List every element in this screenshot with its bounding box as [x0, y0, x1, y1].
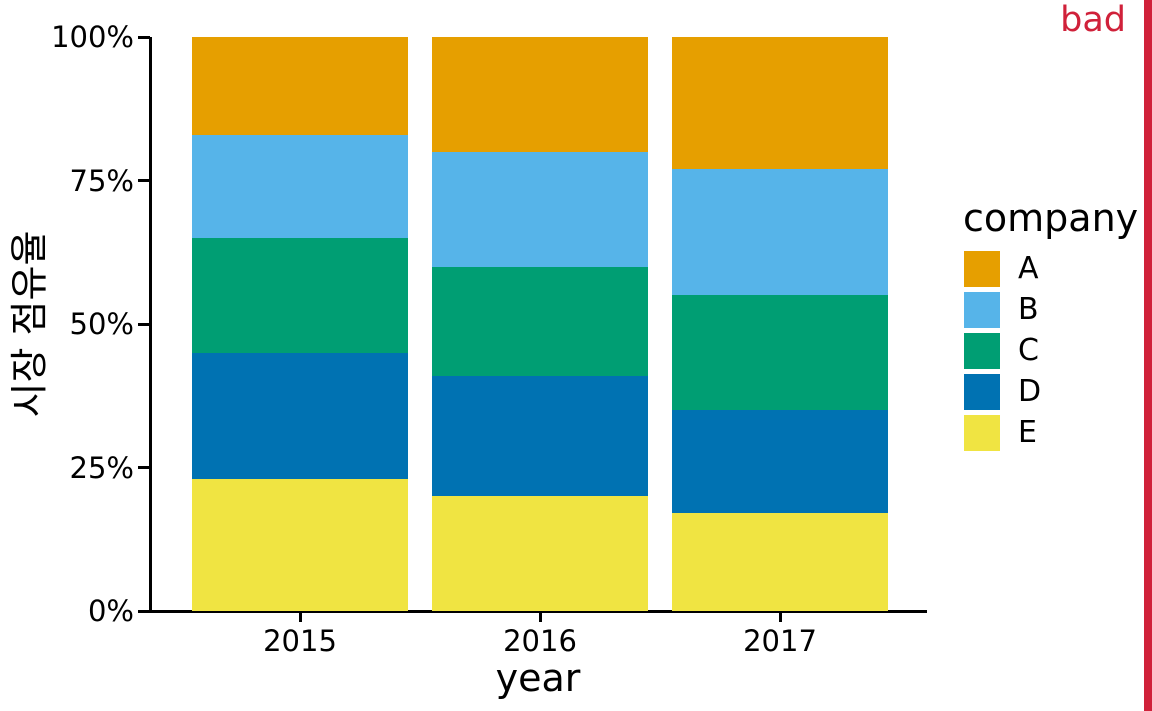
y-tick-label: 0% [87, 594, 134, 628]
y-tick-label: 50% [69, 307, 134, 341]
legend-label-C: C [1018, 333, 1039, 368]
y-tick-mark [138, 609, 150, 613]
stamp-sidebar [1144, 0, 1152, 711]
bar-2017-segment-E [672, 513, 888, 611]
y-tick-label: 25% [69, 450, 134, 485]
legend-swatch-B [964, 292, 1000, 328]
bar-2015-segment-B [192, 134, 408, 238]
y-tick-mark [138, 35, 150, 39]
legend-label-E: E [1018, 415, 1037, 450]
legend-label-B: B [1018, 292, 1039, 327]
y-tick-label: 75% [69, 163, 134, 198]
bar-2015-segment-D [192, 352, 408, 479]
legend-swatch-A [964, 251, 1000, 287]
y-tick-label: 100% [51, 20, 134, 54]
x-tick-label: 2016 [503, 624, 577, 658]
bar-2016-segment-C [432, 266, 648, 376]
y-axis-line [149, 37, 152, 613]
bar-2017-segment-B [672, 169, 888, 296]
bar-2017-segment-D [672, 410, 888, 514]
bar-2015-segment-C [192, 237, 408, 353]
x-axis-line [149, 610, 927, 613]
y-tick-mark [138, 466, 150, 469]
bar-2016-segment-A [432, 37, 648, 152]
bar-2015-segment-E [192, 478, 408, 611]
legend-swatch-C [964, 333, 1000, 369]
x-tick-label: 2015 [263, 624, 337, 658]
y-tick-mark [138, 322, 150, 326]
legend-swatch-D [964, 374, 1000, 410]
bar-2016-segment-D [432, 375, 648, 497]
legend-title: company [963, 196, 1139, 240]
x-tick-mark [778, 611, 782, 622]
bar-2015-segment-A [192, 37, 408, 135]
legend-swatch-E [964, 415, 1000, 451]
legend-label-A: A [1018, 251, 1039, 286]
x-tick-mark [298, 611, 302, 622]
legend-label-D: D [1018, 374, 1042, 409]
bar-2017-segment-A [672, 37, 888, 170]
y-tick-mark [138, 179, 150, 182]
bar-2016-segment-B [432, 151, 648, 267]
stamp-bad-label: bad [1060, 0, 1126, 40]
bar-2017-segment-C [672, 295, 888, 411]
x-axis-title: year [495, 656, 581, 700]
x-tick-label: 2017 [743, 624, 817, 658]
x-tick-mark [538, 611, 542, 622]
bar-2016-segment-E [432, 496, 648, 611]
